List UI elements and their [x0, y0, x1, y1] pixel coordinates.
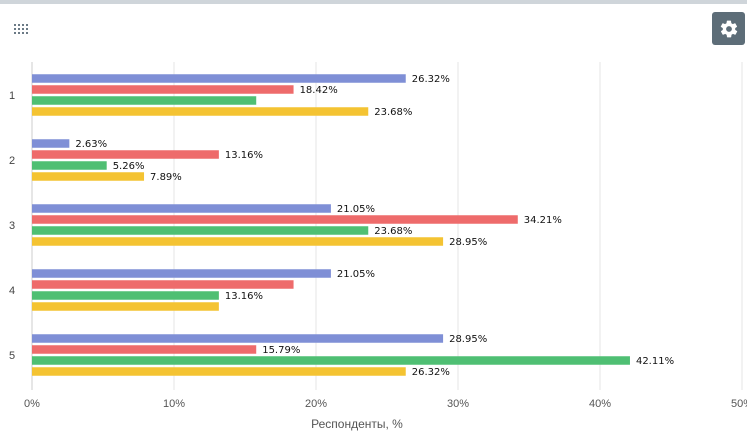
x-tick-label: 30%: [447, 398, 469, 410]
bar[interactable]: [32, 280, 294, 289]
data-labels: 26.32% 18.42% 23.68% 2.63% 13.16% 5.26% 7.89% 2…: [75, 74, 674, 378]
data-label: 23.68%: [374, 226, 412, 237]
data-label: 13.16%: [225, 291, 263, 302]
x-tick-label: 50%: [731, 398, 747, 410]
grid-dots-icon[interactable]: [14, 24, 28, 38]
data-label: 28.95%: [449, 334, 487, 345]
bars: [32, 74, 630, 376]
category-label: 1: [9, 90, 15, 102]
data-label: 13.16%: [225, 150, 263, 161]
bar[interactable]: [32, 356, 630, 365]
data-label: 26.32%: [412, 367, 450, 378]
bar[interactable]: [32, 161, 107, 170]
bar[interactable]: [32, 345, 257, 354]
x-tick-label: 40%: [589, 398, 611, 410]
bar[interactable]: [32, 302, 219, 311]
bar[interactable]: [32, 334, 444, 343]
bar[interactable]: [32, 367, 406, 376]
category-labels: 1 2 3 4 5: [9, 90, 15, 362]
bar[interactable]: [32, 107, 369, 116]
x-tick-label: 0%: [24, 398, 40, 410]
bar[interactable]: [32, 150, 219, 159]
bar[interactable]: [32, 215, 518, 224]
data-label: 15.79%: [262, 345, 300, 356]
data-label: 21.05%: [337, 204, 375, 215]
category-label: 3: [9, 220, 15, 232]
x-axis-title: Респонденты, %: [311, 417, 403, 431]
bar[interactable]: [32, 96, 257, 105]
settings-button[interactable]: [712, 12, 745, 45]
bar[interactable]: [32, 85, 294, 94]
data-label: 26.32%: [412, 74, 450, 85]
bar[interactable]: [32, 139, 70, 148]
data-label: 2.63%: [75, 139, 107, 150]
x-tick-label: 10%: [163, 398, 185, 410]
data-label: 28.95%: [449, 237, 487, 248]
data-label: 34.21%: [524, 215, 562, 226]
bar[interactable]: [32, 269, 331, 278]
category-label: 4: [9, 285, 15, 297]
gear-icon: [720, 20, 737, 37]
data-label: 18.42%: [300, 85, 338, 96]
bar[interactable]: [32, 172, 145, 181]
data-label: 5.26%: [113, 161, 145, 172]
data-label: 21.05%: [337, 269, 375, 280]
x-tick-label: 20%: [305, 398, 327, 410]
bar[interactable]: [32, 226, 369, 235]
bar[interactable]: [32, 237, 444, 246]
bar[interactable]: [32, 204, 331, 213]
data-label: 23.68%: [374, 107, 412, 118]
x-axis-ticks: 0% 10% 20% 30% 40% 50%: [24, 398, 747, 410]
category-label: 5: [9, 350, 15, 362]
bar[interactable]: [32, 291, 219, 300]
data-label: 7.89%: [150, 172, 182, 183]
category-label: 2: [9, 155, 15, 167]
bar[interactable]: [32, 74, 406, 83]
bar-chart: 26.32% 18.42% 23.68% 2.63% 13.16% 5.26% 7.89% 2…: [9, 62, 747, 431]
data-label: 42.11%: [636, 356, 674, 367]
